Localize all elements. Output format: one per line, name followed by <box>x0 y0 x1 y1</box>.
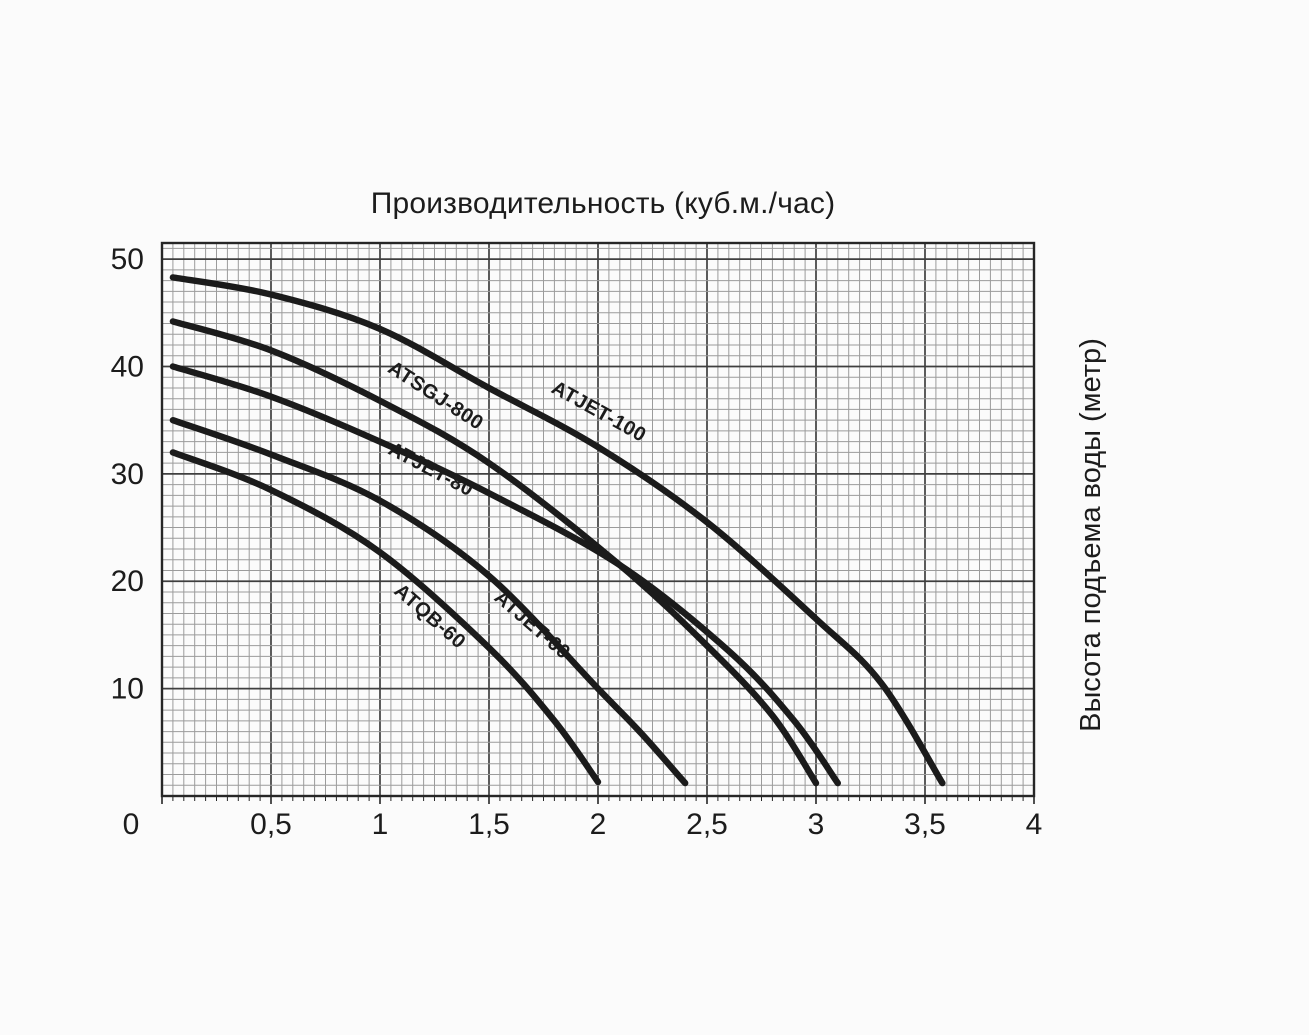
x-tick-label: 3,5 <box>904 808 946 841</box>
axis-tick-labels: 0,5 1 1,5 2 2,5 3 3,5 4 10 20 30 40 50 0 <box>111 243 1043 841</box>
y-tick-label: 20 <box>111 565 144 598</box>
curves <box>169 274 946 787</box>
x-tick-label: 4 <box>1026 808 1043 841</box>
curve-ATJET-100 <box>169 274 946 787</box>
x-tick-label: 1 <box>372 808 389 841</box>
y-tick-label: 30 <box>111 458 144 491</box>
y-tick-label: 40 <box>111 350 144 383</box>
curve-ATSGJ-800 <box>169 318 820 787</box>
right-axis-title: Высота подъема воды (метр) <box>1075 338 1107 732</box>
curve-label-ATSGJ-800: ATSGJ-800 <box>384 357 487 435</box>
x-tick-label: 3 <box>808 808 825 841</box>
x-tick-label: 2 <box>590 808 607 841</box>
curve-ATJET-60 <box>169 417 689 787</box>
curve-ATJET-80 <box>169 363 841 787</box>
origin-tick-label: 0 <box>123 808 140 841</box>
curve-ATQB-60 <box>169 449 602 786</box>
x-tick-label: 1,5 <box>468 808 510 841</box>
y-tick-label: 10 <box>111 673 144 706</box>
x-tick-label: 0,5 <box>250 808 292 841</box>
grid <box>162 243 1034 796</box>
y-tick-label: 50 <box>111 243 144 276</box>
x-tick-label: 2,5 <box>686 808 728 841</box>
plot-border <box>160 241 1036 798</box>
chart-title: Производительность (куб.м./час) <box>371 187 836 220</box>
